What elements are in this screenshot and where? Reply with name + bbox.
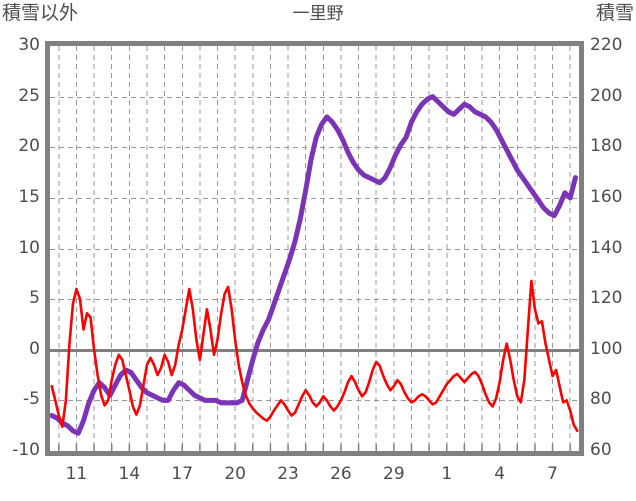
y-axis-right-tick: 140 (590, 237, 623, 258)
x-axis-tick: 23 (277, 464, 299, 484)
y-axis-left-tick: -5 (23, 389, 40, 410)
x-axis-tick: 29 (383, 464, 405, 484)
y-axis-left-tick: -10 (12, 440, 40, 460)
y-axis-left-tick: 25 (18, 85, 40, 106)
right-axis-title: 積雪 (595, 2, 634, 24)
y-axis-left-tick: 15 (18, 186, 40, 207)
plot-canvas (50, 46, 579, 451)
x-axis-tick: 17 (171, 464, 194, 484)
page-title: 一里野 (292, 4, 344, 24)
x-axis-tick: 4 (494, 464, 506, 484)
y-axis-right-tick: 100 (590, 338, 623, 359)
x-axis-tick: 20 (224, 464, 246, 484)
plot-area (45, 41, 584, 456)
x-axis-tick: 26 (330, 464, 352, 484)
plot-frame (45, 41, 584, 456)
y-axis-right-tick: 220 (590, 35, 623, 55)
y-axis-left-tick: 20 (18, 136, 40, 157)
y-axis-right-tick: 120 (590, 288, 623, 309)
y-axis-right-tick: 200 (590, 85, 623, 106)
x-axis-tick: 11 (65, 464, 88, 484)
y-axis-left-tick: 10 (18, 237, 40, 258)
y-axis-left-tick: 0 (29, 338, 40, 359)
left-axis-title: 積雪以外 (2, 2, 79, 24)
y-axis-right-tick: 80 (590, 389, 612, 410)
y-axis-left-tick: 30 (18, 35, 40, 55)
x-axis-tick: 14 (118, 464, 141, 484)
y-axis-right-tick: 60 (590, 440, 612, 460)
y-axis-left-tick: 5 (29, 288, 40, 309)
x-axis-tick: 1 (441, 464, 453, 484)
x-axis-tick: 7 (547, 464, 558, 484)
y-axis-right-tick: 180 (590, 136, 623, 157)
y-axis-right-tick: 160 (590, 186, 623, 207)
